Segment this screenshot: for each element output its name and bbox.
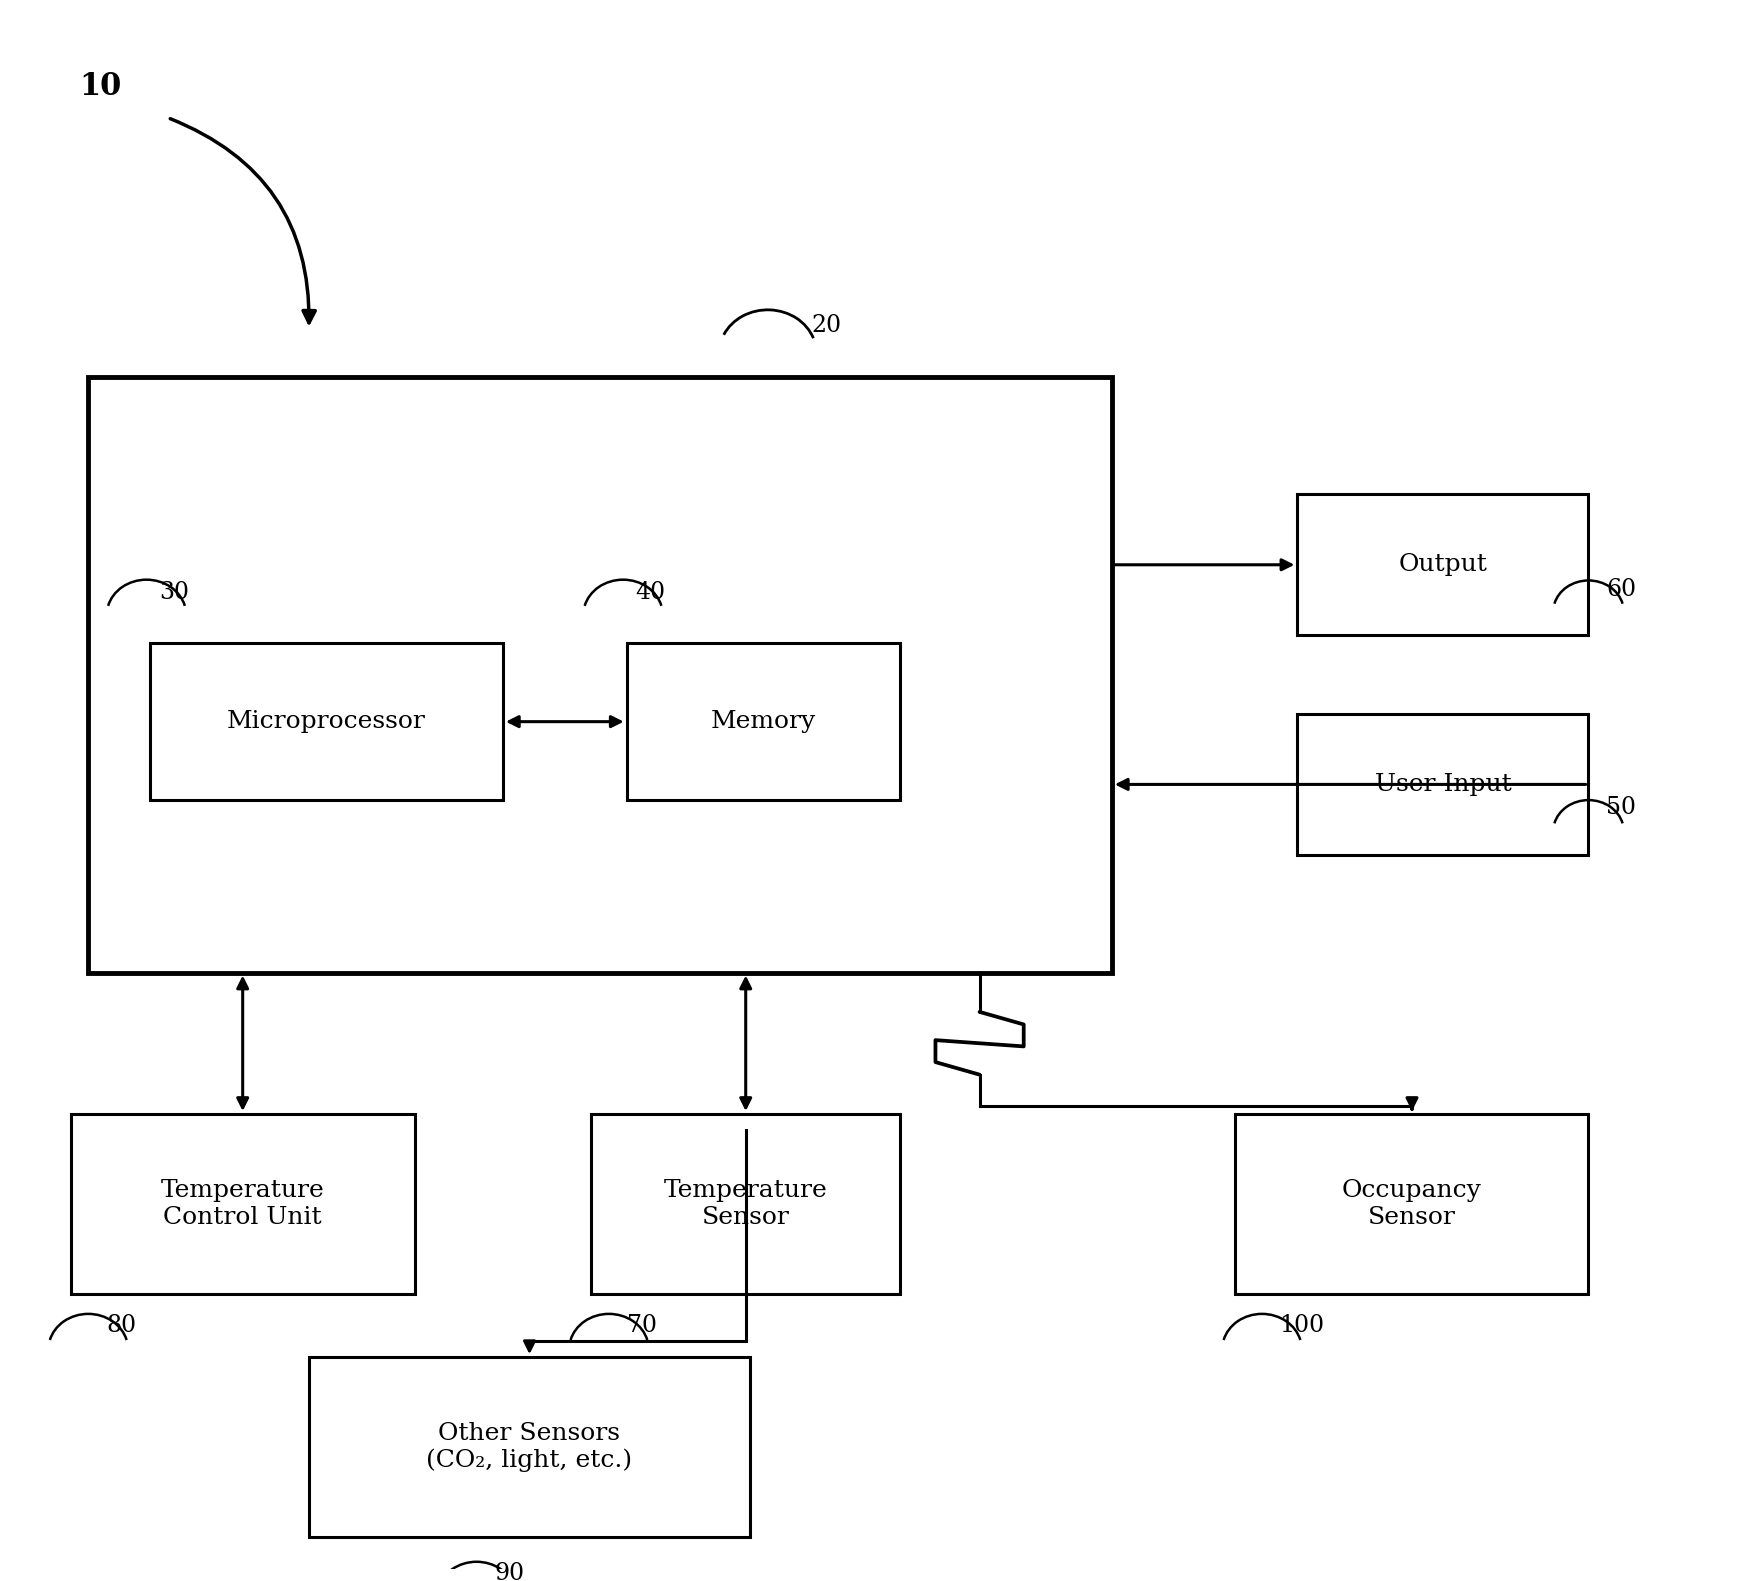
FancyBboxPatch shape — [1297, 713, 1588, 855]
FancyBboxPatch shape — [626, 643, 900, 800]
Text: Occupancy
Sensor: Occupancy Sensor — [1341, 1179, 1482, 1228]
Text: 90: 90 — [494, 1562, 524, 1581]
Text: Output: Output — [1397, 553, 1487, 577]
Text: Temperature
Sensor: Temperature Sensor — [663, 1179, 827, 1228]
FancyBboxPatch shape — [150, 643, 503, 800]
Text: 50: 50 — [1605, 795, 1635, 819]
FancyBboxPatch shape — [88, 376, 1111, 972]
Text: 10: 10 — [79, 71, 122, 101]
FancyBboxPatch shape — [1297, 495, 1588, 636]
FancyBboxPatch shape — [591, 1115, 900, 1295]
Text: Memory: Memory — [711, 710, 815, 734]
Text: 80: 80 — [106, 1314, 136, 1336]
Text: User Input: User Input — [1374, 773, 1510, 795]
Text: 30: 30 — [159, 580, 189, 604]
Text: Temperature
Control Unit: Temperature Control Unit — [161, 1179, 325, 1228]
Text: 20: 20 — [811, 315, 841, 337]
Text: 40: 40 — [635, 580, 665, 604]
Text: 100: 100 — [1279, 1314, 1325, 1336]
FancyBboxPatch shape — [309, 1356, 750, 1537]
Text: 60: 60 — [1605, 579, 1635, 601]
FancyBboxPatch shape — [1235, 1115, 1588, 1295]
FancyBboxPatch shape — [71, 1115, 415, 1295]
Text: Microprocessor: Microprocessor — [228, 710, 425, 734]
Text: Other Sensors
(CO₂, light, etc.): Other Sensors (CO₂, light, etc.) — [427, 1423, 632, 1472]
Text: 70: 70 — [626, 1314, 656, 1336]
